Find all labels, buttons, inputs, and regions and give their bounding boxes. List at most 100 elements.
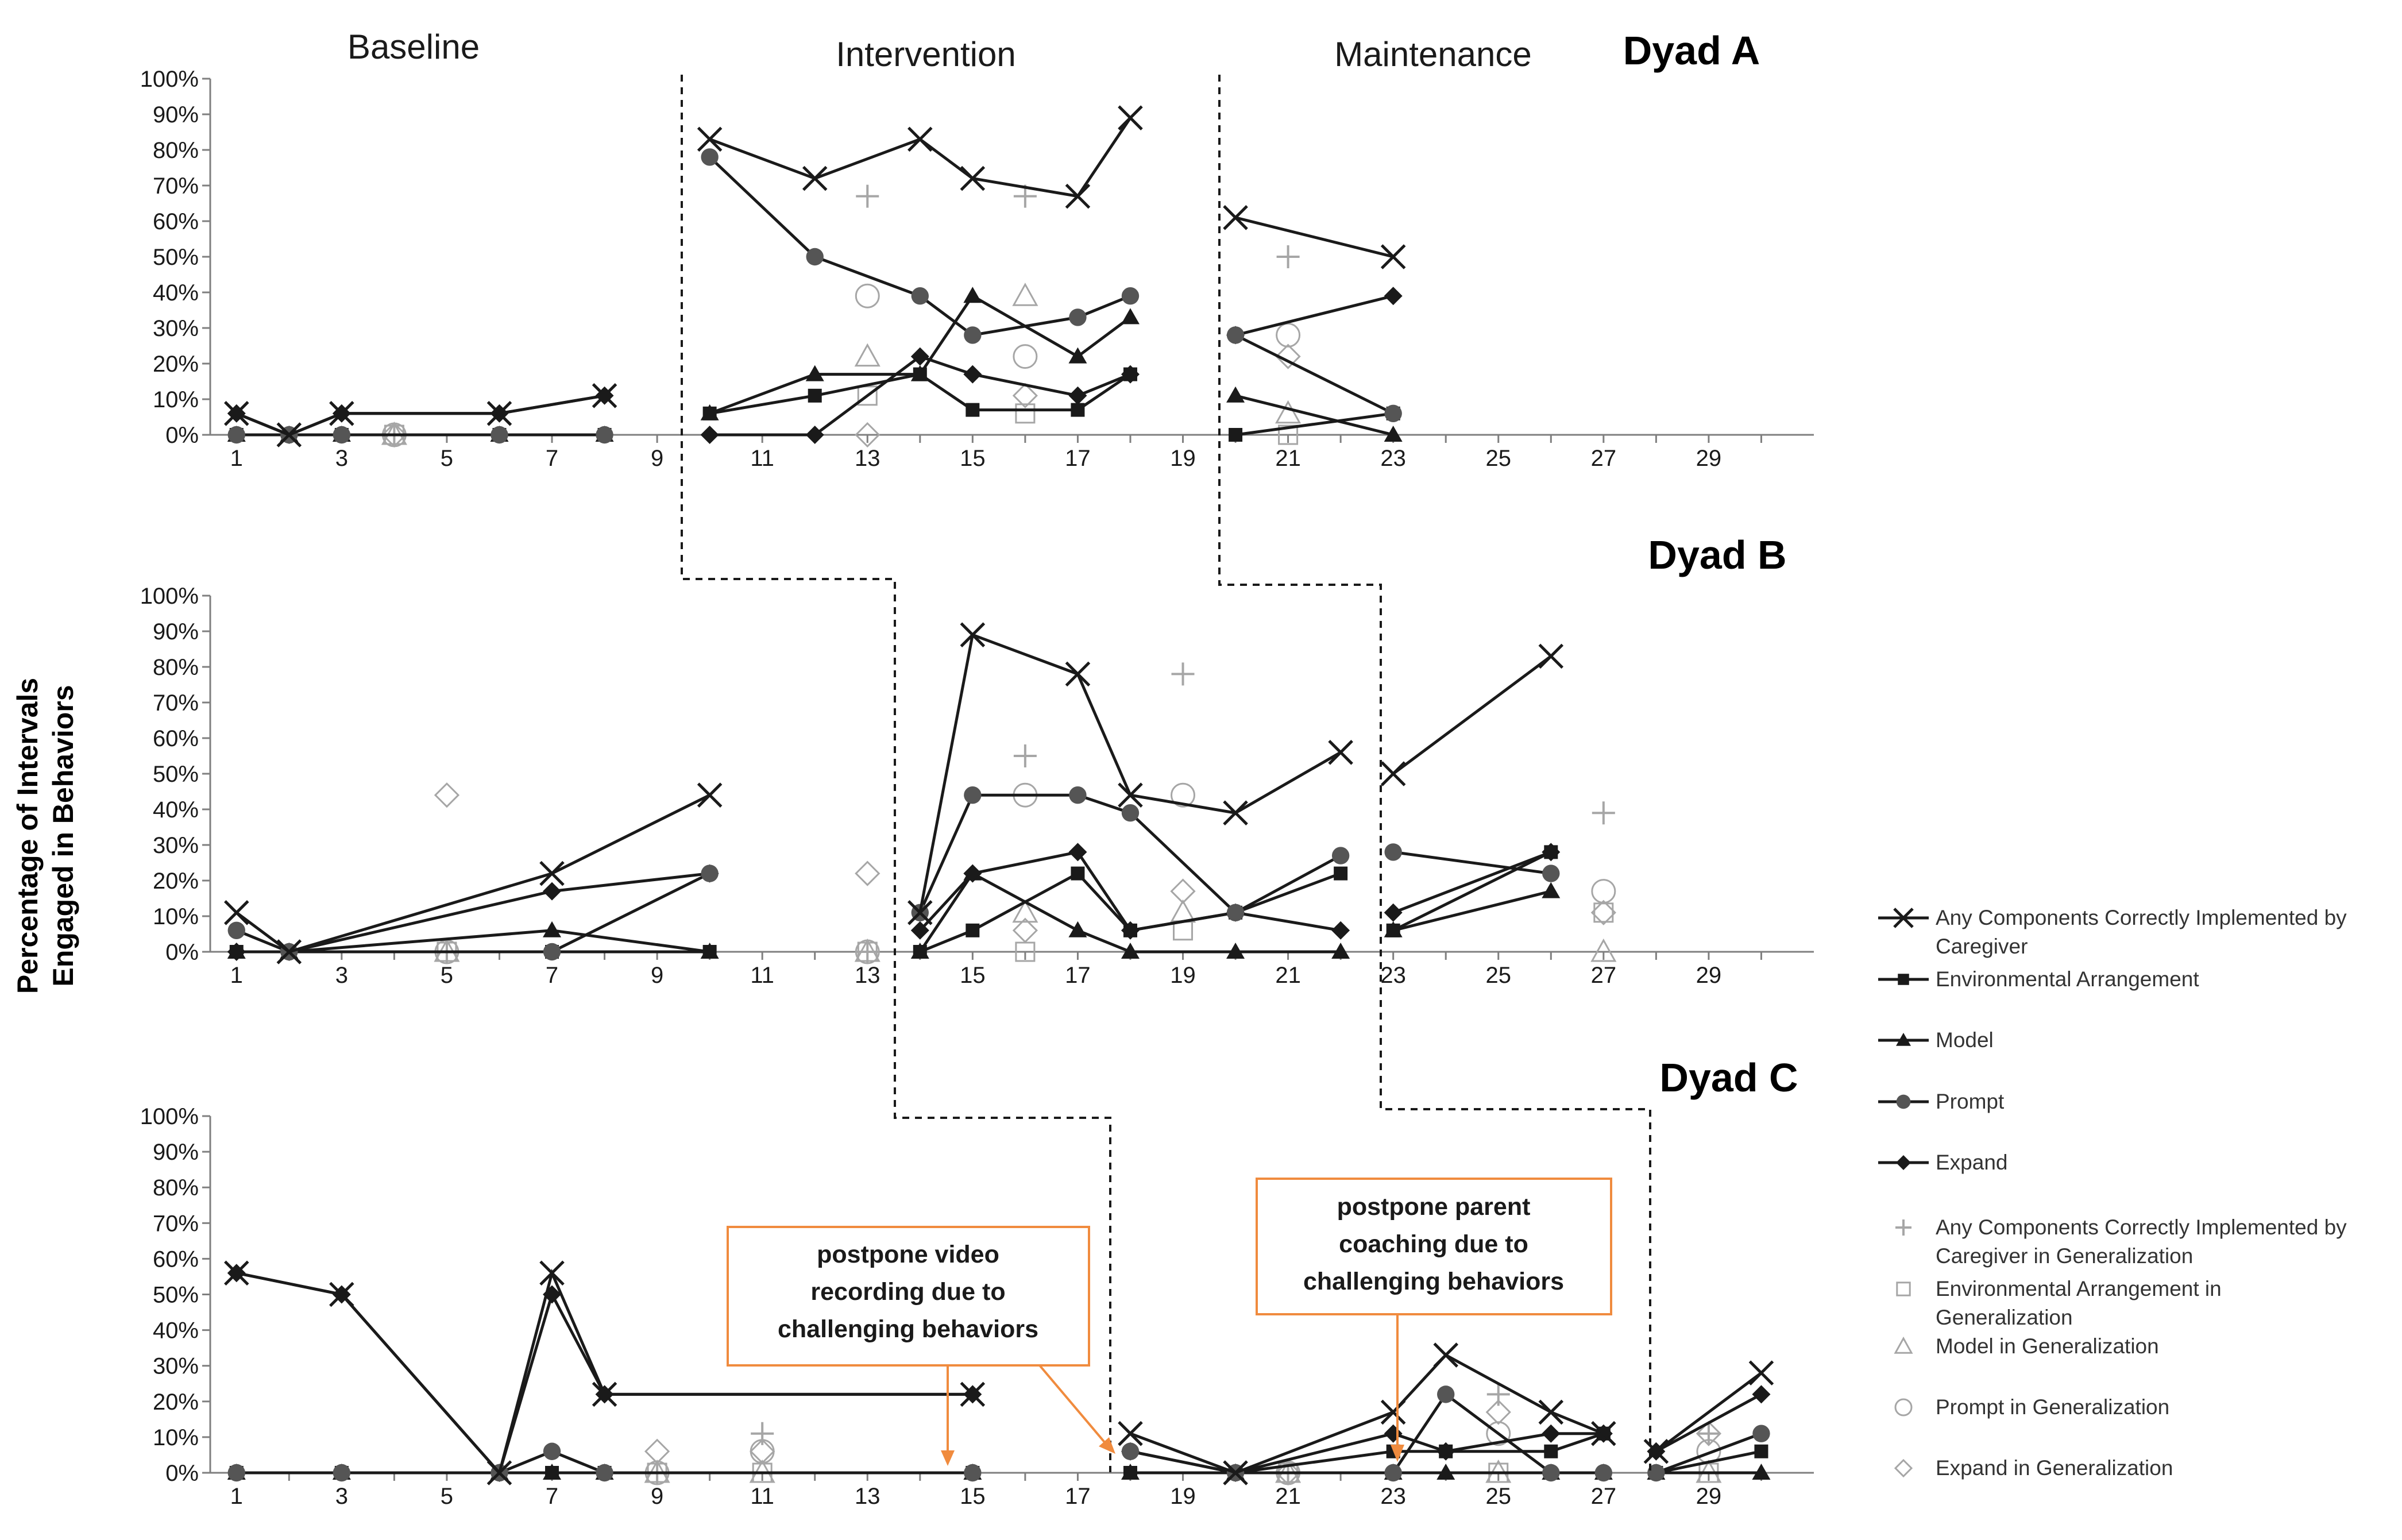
data-point-env — [1071, 403, 1085, 417]
y-tick-label: 40% — [153, 280, 199, 306]
annotation-arrowhead — [1391, 1445, 1404, 1462]
data-point-g-model — [1275, 400, 1302, 424]
data-point-g-env — [1015, 403, 1036, 424]
data-point-any — [1223, 800, 1248, 825]
data-point-any — [907, 126, 933, 152]
y-tick-label: 100% — [140, 67, 199, 92]
data-point-any — [224, 900, 249, 925]
data-point-prompt — [701, 864, 719, 882]
series-line-prompt — [1130, 1392, 1604, 1475]
panel-dyad-b: 0%10%20%30%40%50%60%70%80%90%100%1 3 5 7 9 11… — [140, 584, 1814, 988]
series-line-any — [709, 117, 1132, 198]
x-tick-label: 23 — [1380, 1484, 1406, 1509]
annotation-line: postpone video — [817, 1241, 999, 1268]
legend-marker-g-expand — [1894, 1458, 1913, 1478]
legend-label: Generalization — [1936, 1306, 2073, 1329]
x-tick-label: 11 — [750, 1484, 774, 1509]
data-point-g-env — [1593, 902, 1614, 923]
series-line-prompt — [1234, 334, 1394, 415]
data-point-prompt — [1226, 326, 1245, 344]
data-point-model — [1384, 426, 1403, 442]
data-point-g-prompt — [1591, 879, 1616, 904]
data-point-any — [960, 622, 986, 647]
legend-label: Prompt in Generalization — [1936, 1395, 2169, 1419]
x-tick-label: 27 — [1591, 963, 1617, 988]
data-point-g-prompt — [1486, 1421, 1511, 1446]
y-tick-label: 20% — [153, 352, 199, 377]
y-axis-title: Percentage of Intervals Engaged in Behav… — [11, 678, 79, 994]
data-point-any — [1380, 1399, 1406, 1425]
data-point-expand — [1121, 365, 1140, 384]
panel-dyad-c: 0%10%20%30%40%50%60%70%80%90%100%1 3 5 7 9 11… — [140, 1104, 1814, 1509]
data-point-any — [486, 401, 512, 426]
series-line-env — [1392, 851, 1552, 932]
x-tick-label: 1 — [230, 963, 243, 988]
data-point-any — [1328, 740, 1353, 765]
data-point-prompt — [1384, 404, 1402, 422]
x-tick-label: 19 — [1170, 446, 1196, 471]
data-point-g-prompt — [1171, 782, 1196, 808]
y-tick-label: 80% — [153, 1175, 199, 1201]
y-tick-label: 0% — [165, 940, 199, 965]
data-point-g-prompt — [1013, 344, 1038, 369]
legend-marker-env — [1898, 974, 1909, 985]
data-point-model — [1068, 921, 1087, 937]
data-point-env — [966, 923, 980, 937]
data-point-model — [1331, 943, 1350, 959]
series-line-any — [235, 793, 710, 954]
series-line-env — [919, 871, 1341, 954]
x-tick-label: 17 — [1065, 1484, 1091, 1509]
x-tick-label: 11 — [750, 446, 774, 471]
y-tick-label: 70% — [153, 690, 199, 716]
y-tick-label: 10% — [153, 387, 199, 412]
series-line-expand — [1392, 851, 1552, 914]
data-point-expand — [1068, 843, 1087, 862]
data-point-expand — [805, 426, 824, 444]
y-axis-title-line-1: Percentage of Intervals — [11, 678, 44, 994]
y-tick-label: 90% — [153, 619, 199, 644]
data-point-model — [700, 943, 719, 959]
data-point-any — [1118, 105, 1143, 130]
data-point-g-prompt — [855, 283, 880, 308]
legend-label: Model — [1936, 1028, 1994, 1052]
y-tick-label: 80% — [153, 138, 199, 163]
y-tick-label: 40% — [153, 797, 199, 823]
data-point-any — [697, 782, 723, 808]
annotation-postpone-video: postpone video recording due to challeng… — [727, 1226, 1115, 1466]
y-tick-label: 50% — [153, 1283, 199, 1308]
data-point-prompt — [543, 943, 561, 961]
data-point-g-expand — [1170, 878, 1196, 904]
data-point-expand — [1542, 843, 1561, 862]
data-point-expand — [1068, 386, 1087, 405]
data-point-g-expand — [1485, 1399, 1511, 1425]
legend-label: Caregiver — [1936, 935, 2028, 958]
phase-label-intervention: Intervention — [836, 35, 1016, 74]
series-line-prompt — [1393, 850, 1551, 875]
data-point-any — [1538, 643, 1564, 669]
data-point-model — [1542, 882, 1561, 898]
legend-label: Prompt — [1936, 1090, 2005, 1113]
data-point-prompt — [1384, 843, 1402, 861]
legend: Any Components Correctly Implemented by C… — [1878, 906, 2347, 1480]
data-point-prompt — [333, 426, 351, 444]
panel-dyad-a: 0%10%20%30%40%50%60%70%80%90%100%1 3 5 7 9 11… — [140, 67, 1814, 471]
data-point-prompt — [491, 426, 508, 444]
annotation-line: coaching due to — [1339, 1230, 1528, 1258]
data-point-g-prompt — [1276, 322, 1301, 348]
series-line-env — [1655, 1450, 1762, 1475]
data-point-any — [276, 939, 302, 964]
legend-marker-g-model — [1894, 1336, 1913, 1354]
series-line-any — [1392, 655, 1552, 775]
data-point-any — [1118, 782, 1143, 808]
x-tick-label: 5 — [441, 963, 453, 988]
legend-label: Environmental Arrangement — [1936, 967, 2199, 991]
data-point-g-env — [857, 385, 878, 406]
series-line-model — [918, 871, 1341, 954]
data-point-any — [1065, 183, 1091, 209]
data-point-expand — [1436, 1442, 1455, 1461]
data-point-g-expand — [855, 860, 881, 886]
phase-label-baseline: Baseline — [347, 28, 480, 66]
data-point-expand — [700, 426, 719, 444]
legend-marker-prompt — [1896, 1094, 1911, 1109]
